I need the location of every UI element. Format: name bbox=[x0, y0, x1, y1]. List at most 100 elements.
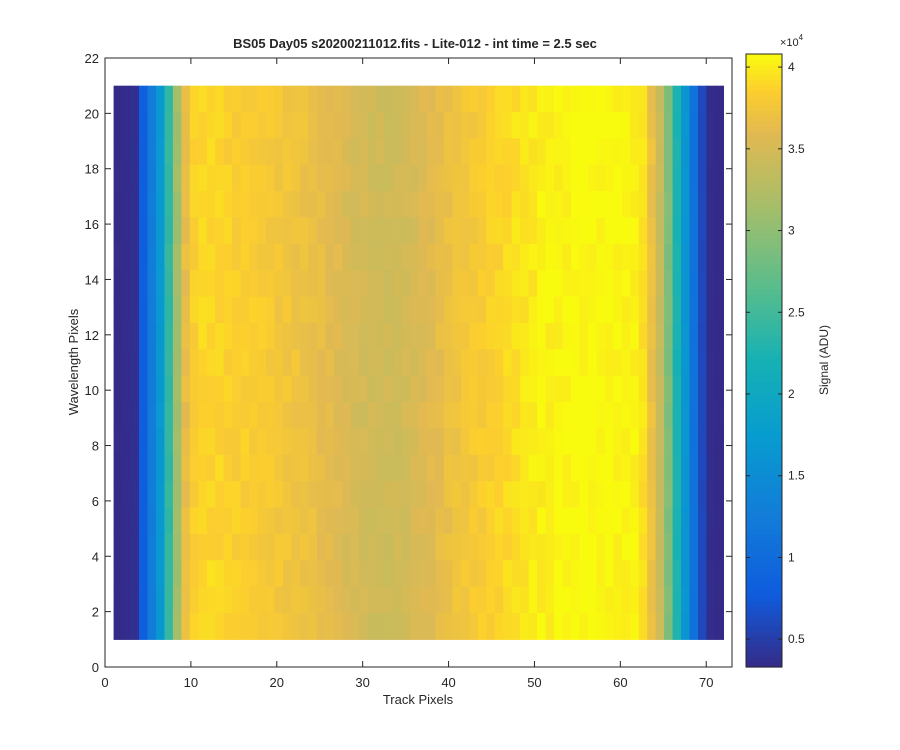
heatmap-cell bbox=[240, 349, 250, 377]
heatmap-cell bbox=[460, 270, 470, 298]
heatmap-cell bbox=[240, 533, 250, 561]
colorbar-segment bbox=[746, 151, 782, 157]
heatmap-cell bbox=[486, 481, 496, 509]
heatmap-cell bbox=[189, 586, 199, 614]
heatmap-cell bbox=[587, 533, 597, 561]
heatmap-cell bbox=[520, 560, 530, 588]
heatmap-cell bbox=[655, 191, 665, 219]
heatmap-cell bbox=[139, 454, 149, 482]
heatmap-cell bbox=[147, 164, 157, 192]
heatmap-cell bbox=[130, 481, 140, 509]
heatmap-cell bbox=[299, 296, 309, 324]
heatmap-cell bbox=[342, 349, 352, 377]
heatmap-cell bbox=[520, 138, 530, 166]
heatmap-cell bbox=[435, 375, 445, 403]
heatmap-cell bbox=[435, 112, 445, 140]
heatmap-cell bbox=[215, 375, 225, 403]
heatmap-cell bbox=[494, 428, 504, 456]
colorbar-segment bbox=[746, 232, 782, 239]
heatmap-cell bbox=[469, 217, 479, 245]
heatmap-cell bbox=[469, 164, 479, 192]
heatmap-cell bbox=[393, 85, 403, 113]
heatmap-cell bbox=[672, 375, 682, 403]
heatmap-cell bbox=[155, 243, 166, 271]
heatmap-cell bbox=[460, 349, 470, 377]
colorbar-exponent-power: 4 bbox=[799, 33, 804, 42]
heatmap-cell bbox=[554, 164, 564, 192]
heatmap-cell bbox=[570, 375, 581, 403]
heatmap-cell bbox=[570, 243, 581, 271]
heatmap-cell bbox=[393, 586, 403, 614]
heatmap-cell bbox=[494, 217, 504, 245]
heatmap-cell bbox=[189, 507, 199, 535]
heatmap-cell bbox=[503, 402, 513, 430]
heatmap-cell bbox=[647, 138, 657, 166]
heatmap-cell bbox=[342, 507, 352, 535]
heatmap-cell bbox=[393, 481, 403, 509]
heatmap-cell bbox=[537, 349, 547, 377]
heatmap-cell bbox=[147, 296, 157, 324]
colorbar-segment bbox=[746, 258, 782, 265]
heatmap-cell bbox=[164, 164, 174, 192]
heatmap-cell bbox=[613, 243, 623, 271]
heatmap-cell bbox=[545, 402, 555, 430]
heatmap-cell bbox=[664, 349, 674, 377]
heatmap-cell bbox=[570, 507, 581, 535]
heatmap-cell bbox=[249, 507, 259, 535]
heatmap-cell bbox=[393, 270, 403, 298]
heatmap-cell bbox=[460, 322, 470, 350]
heatmap-cell bbox=[452, 296, 462, 324]
heatmap-cell bbox=[528, 270, 538, 298]
y-tick-label: 14 bbox=[85, 272, 99, 287]
heatmap-cell bbox=[562, 402, 572, 430]
heatmap-cell bbox=[139, 481, 149, 509]
heatmap-cell bbox=[537, 586, 547, 614]
heatmap-cell bbox=[511, 507, 521, 535]
heatmap-cell bbox=[342, 322, 352, 350]
heatmap-cell bbox=[537, 507, 547, 535]
y-tick-label: 20 bbox=[85, 106, 99, 121]
heatmap-cell bbox=[426, 243, 437, 271]
heatmap-cell bbox=[333, 586, 343, 614]
heatmap-cell bbox=[638, 612, 648, 640]
heatmap-cell bbox=[316, 270, 326, 298]
heatmap-cell bbox=[359, 164, 369, 192]
heatmap-cell bbox=[249, 586, 259, 614]
colorbar-segment bbox=[746, 508, 782, 515]
heatmap-cell bbox=[443, 349, 453, 377]
heatmap-cell bbox=[681, 85, 691, 113]
heatmap-cell bbox=[562, 507, 572, 535]
heatmap-cell bbox=[528, 164, 538, 192]
heatmap-cell bbox=[130, 243, 140, 271]
heatmap-cell bbox=[477, 322, 487, 350]
heatmap-cell bbox=[172, 112, 182, 140]
heatmap-cell bbox=[562, 322, 572, 350]
heatmap-cell bbox=[579, 349, 589, 377]
x-tick-label: 50 bbox=[527, 675, 541, 690]
colorbar-tick-label: 3.5 bbox=[788, 142, 805, 156]
heatmap-cell bbox=[367, 217, 377, 245]
heatmap-cell bbox=[664, 217, 674, 245]
heatmap-cell bbox=[393, 560, 403, 588]
heatmap-cell bbox=[655, 85, 665, 113]
heatmap-cell bbox=[257, 191, 267, 219]
heatmap-cell bbox=[655, 586, 665, 614]
heatmap-cell bbox=[172, 586, 182, 614]
heatmap-cell bbox=[570, 586, 581, 614]
heatmap-cell bbox=[266, 243, 276, 271]
heatmap-cell bbox=[689, 428, 699, 456]
heatmap-cell bbox=[672, 112, 682, 140]
heatmap-cell bbox=[655, 428, 665, 456]
heatmap-cell bbox=[325, 481, 335, 509]
heatmap-cell bbox=[299, 454, 309, 482]
colorbar-segment bbox=[746, 99, 782, 106]
heatmap-cell bbox=[181, 454, 191, 482]
heatmap-cell bbox=[562, 481, 572, 509]
heatmap-cell bbox=[393, 402, 403, 430]
heatmap-cell bbox=[367, 612, 377, 640]
heatmap-cell bbox=[570, 428, 581, 456]
colorbar-segment bbox=[746, 125, 782, 132]
heatmap-cell bbox=[232, 270, 242, 298]
heatmap-cell bbox=[342, 270, 352, 298]
heatmap-cell bbox=[698, 507, 708, 535]
